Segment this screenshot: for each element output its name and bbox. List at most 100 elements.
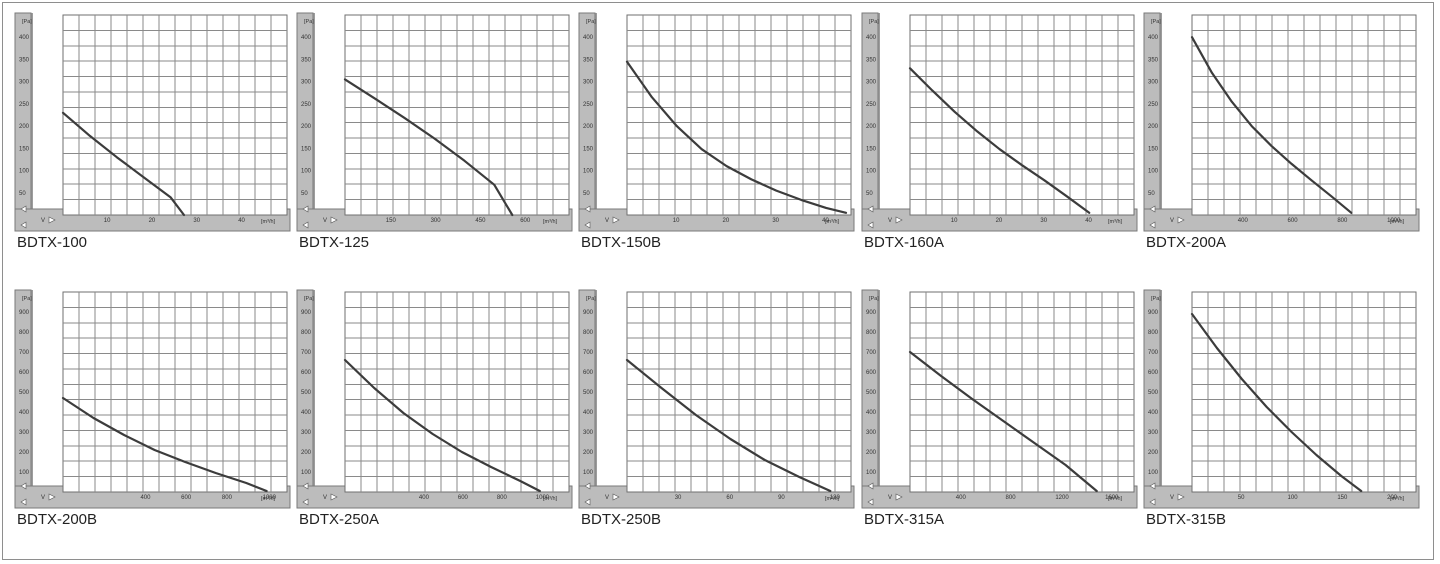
y-tick-label: 700 (866, 350, 877, 356)
x-unit-label: [m³/h] (543, 219, 558, 225)
y-tick-label: 900 (583, 310, 594, 316)
y-unit-label: [Pa] (869, 19, 879, 25)
model-label: BDTX-160A (864, 234, 944, 251)
pressure-curve (908, 350, 1098, 493)
y-tick-label: 150 (301, 146, 312, 152)
y-tick-label: 400 (301, 35, 312, 41)
x-axis-label: V (41, 495, 45, 501)
triangle-icon (302, 498, 309, 506)
y-tick-label: 200 (1148, 124, 1159, 130)
triangle-icon (20, 205, 27, 213)
x-tick-label: 600 (520, 218, 531, 224)
x-tick-label: 300 (431, 218, 442, 224)
x-tick-label: 450 (475, 218, 486, 224)
y-tick-label: 700 (19, 350, 30, 356)
x-tick-label: 30 (675, 495, 682, 501)
y-tick-label: 200 (19, 124, 30, 130)
y-tick-label: 100 (301, 470, 312, 476)
y-tick-label: 250 (1148, 102, 1159, 108)
triangle-icon (20, 498, 27, 506)
x-tick-label: 1200 (1055, 495, 1069, 501)
y-tick-label: 250 (583, 102, 594, 108)
chart-panel-1: 50 100 150 200 250 300 350 400 [Pa] V 10 20 30 40 [m³/… (14, 12, 291, 251)
chart-panel-5: 50 100 150 200 250 300 350 400 [Pa] V 400 600 800 100… (1143, 12, 1420, 251)
pressure-curve (625, 358, 832, 493)
frame-left-strip (296, 12, 314, 232)
y-tick-label: 600 (301, 370, 312, 376)
y-tick-label: 400 (19, 410, 30, 416)
y-tick-label: 350 (866, 57, 877, 63)
triangle-icon (584, 482, 591, 490)
y-tick-label: 200 (583, 450, 594, 456)
x-tick-label: 400 (140, 495, 151, 501)
y-tick-label: 200 (301, 450, 312, 456)
play-arrow-icon (48, 216, 56, 224)
y-unit-label: [Pa] (304, 296, 314, 302)
y-tick-label: 250 (19, 102, 30, 108)
y-tick-label: 350 (1148, 57, 1159, 63)
x-tick-label: 120 (830, 495, 841, 501)
x-axis-label: V (1170, 495, 1174, 501)
x-unit-label: [m³/h] (543, 496, 558, 502)
pressure-curve (61, 396, 268, 493)
model-label: BDTX-200A (1146, 234, 1226, 251)
x-tick-label: 1000 (1387, 218, 1401, 224)
pressure-curve (343, 78, 514, 217)
y-tick-label: 700 (301, 350, 312, 356)
y-unit-label: [Pa] (586, 296, 596, 302)
x-tick-label: 400 (956, 495, 967, 501)
pressure-curve (61, 111, 186, 217)
y-tick-label: 300 (583, 430, 594, 436)
model-label: BDTX-150B (581, 234, 661, 251)
model-label: BDTX-315B (1146, 511, 1226, 528)
model-label: BDTX-100 (17, 234, 87, 251)
y-tick-label: 500 (866, 390, 877, 396)
x-tick-label: 800 (222, 495, 233, 501)
triangle-icon (302, 221, 309, 229)
y-tick-label: 500 (1148, 390, 1159, 396)
y-tick-label: 200 (583, 124, 594, 130)
x-tick-label: 150 (1337, 495, 1348, 501)
x-axis-label: V (605, 495, 609, 501)
triangle-icon (867, 498, 874, 506)
x-tick-label: 800 (1006, 495, 1017, 501)
y-tick-label: 100 (583, 470, 594, 476)
y-tick-label: 50 (866, 191, 873, 197)
x-axis-label: V (1170, 218, 1174, 224)
y-tick-label: 50 (1148, 191, 1155, 197)
y-unit-label: [Pa] (586, 19, 596, 25)
y-tick-label: 200 (301, 124, 312, 130)
x-tick-label: 600 (181, 495, 192, 501)
x-tick-label: 20 (996, 218, 1003, 224)
x-unit-label: [m³/h] (825, 496, 840, 502)
x-unit-label: [m³/h] (825, 219, 840, 225)
y-tick-label: 900 (19, 310, 30, 316)
x-axis-label: V (323, 218, 327, 224)
pressure-curve (1190, 312, 1363, 493)
x-tick-label: 600 (458, 495, 469, 501)
chart-panel-10: 100 200 300 400 500 600 700 800 900 [Pa] V 50 100 150… (1143, 289, 1420, 528)
play-arrow-icon (330, 216, 338, 224)
y-tick-label: 500 (583, 390, 594, 396)
play-arrow-icon (612, 216, 620, 224)
y-unit-label: [Pa] (1151, 296, 1161, 302)
y-tick-label: 350 (301, 57, 312, 63)
pressure-curve (1190, 36, 1353, 214)
triangle-icon (20, 482, 27, 490)
y-tick-label: 100 (866, 169, 877, 175)
x-tick-label: 10 (951, 218, 958, 224)
y-tick-label: 350 (583, 57, 594, 63)
x-tick-label: 90 (778, 495, 785, 501)
x-tick-label: 100 (1288, 495, 1299, 501)
y-tick-label: 400 (583, 35, 594, 41)
x-tick-label: 1000 (536, 495, 550, 501)
y-tick-label: 350 (19, 57, 30, 63)
x-axis-label: V (888, 495, 892, 501)
y-unit-label: [Pa] (22, 19, 32, 25)
y-tick-label: 800 (583, 330, 594, 336)
x-tick-label: 200 (1387, 495, 1398, 501)
y-tick-label: 150 (583, 146, 594, 152)
chart-panel-2: 50 100 150 200 250 300 350 400 [Pa] V 150 300 450 600… (296, 12, 573, 251)
